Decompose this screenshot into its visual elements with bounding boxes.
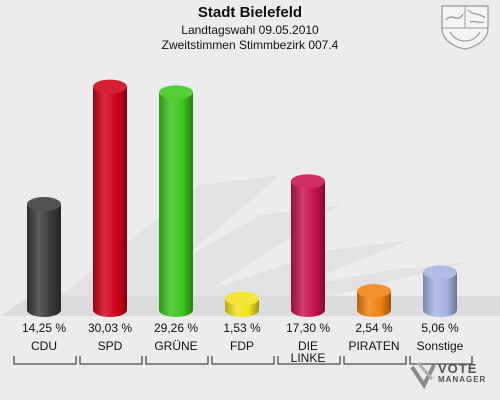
value-label: 30,03 % (88, 321, 132, 335)
category-bracket (13, 356, 77, 365)
value-label: 1,53 % (223, 321, 261, 335)
bar-spd (93, 79, 127, 317)
category-bracket (79, 356, 143, 365)
bars-group (27, 79, 457, 317)
bar-body (27, 204, 61, 317)
bar-cap (423, 265, 457, 280)
bar-cap (93, 79, 127, 94)
bar-die-linke (291, 174, 325, 317)
chart-subtitle-election: Landtagswahl 09.05.2010 (181, 23, 319, 37)
category-label: FDP (230, 339, 254, 353)
category-label: Sonstige (417, 339, 464, 353)
bar-sonstige (423, 265, 457, 317)
category-bracket (277, 356, 341, 365)
category-bracket (145, 356, 209, 365)
value-label: 17,30 % (286, 321, 330, 335)
category-label: CDU (31, 339, 57, 353)
chart-subtitle-district: Zweitstimmen Stimmbezirk 007.4 (161, 38, 339, 52)
bar-cap (159, 85, 193, 100)
bar-fdp (225, 291, 259, 317)
vote-manager-logo: VOTE MANAGER (408, 359, 494, 396)
bar-cap (225, 291, 259, 306)
bar-body (357, 291, 391, 317)
bar-body (423, 272, 457, 317)
value-label: 2,54 % (355, 321, 393, 335)
value-label: 14,25 % (22, 321, 66, 335)
category-bracket (409, 356, 473, 365)
bar-body (291, 181, 325, 317)
bar-cdu (27, 197, 61, 317)
bar-gr-ne (159, 85, 193, 317)
bar-cap (291, 174, 325, 189)
category-label: DIE LINKE (291, 339, 326, 365)
bar-body (159, 92, 193, 317)
bar-cap (27, 197, 61, 212)
labels-group: 14,25 % CDU 30,03 % SPD 29,26 % GRÜNE 1,53 % FD… (13, 321, 473, 365)
nrw-coat-of-arms-icon (441, 5, 489, 50)
category-bracket (211, 356, 275, 365)
category-label: SPD (98, 339, 123, 353)
bar-body (93, 86, 127, 317)
chart-title: Stadt Bielefeld (197, 4, 303, 21)
category-label: GRÜNE (154, 339, 197, 353)
value-label: 29,26 % (154, 321, 198, 335)
value-label: 5,06 % (421, 321, 459, 335)
bar-cap (357, 284, 391, 299)
category-label: PIRATEN (348, 339, 399, 353)
logo-text-manager: MANAGER (438, 375, 487, 384)
bar-piraten (357, 284, 391, 317)
category-bracket (343, 356, 407, 365)
logo-text-vote: VOTE (438, 361, 478, 376)
